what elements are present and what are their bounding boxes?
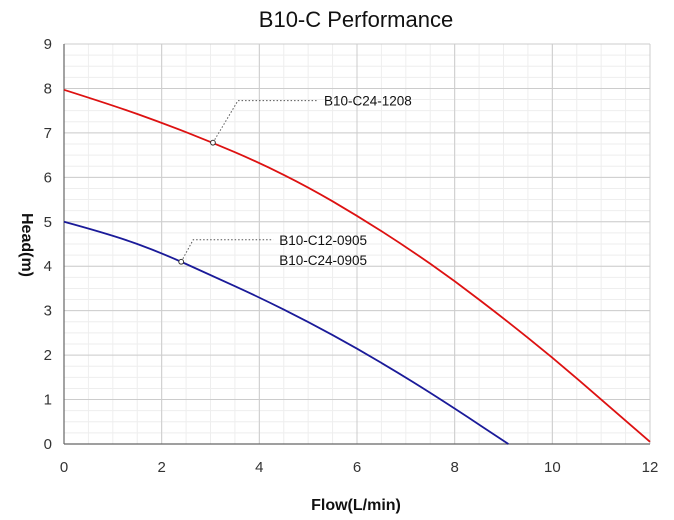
x-tick-label: 10 — [544, 459, 561, 476]
grid — [63, 43, 651, 445]
y-axis-title: Head(m) — [18, 213, 35, 277]
x-tick-label: 12 — [642, 459, 659, 476]
x-tick-label: 4 — [255, 459, 263, 476]
annotation-marker — [178, 258, 185, 265]
annotation-leader — [212, 100, 318, 143]
x-tick-label: 8 — [450, 459, 458, 476]
x-tick-label: 0 — [60, 459, 68, 476]
x-tick-label: 2 — [157, 459, 165, 476]
y-tick-label: 7 — [44, 125, 52, 142]
y-tick-label: 8 — [44, 80, 52, 97]
annotation-leader — [180, 239, 274, 263]
x-axis-title: Flow(L/min) — [311, 497, 401, 514]
annotation-label: B10-C24-0905 — [279, 253, 367, 268]
annotations: B10-C24-1208 B10-C12-0905 B10-C24-0905 — [178, 94, 412, 268]
y-tick-label: 4 — [44, 258, 52, 275]
axes — [63, 44, 650, 445]
series-line-2 — [63, 220, 509, 445]
series-layer — [63, 88, 651, 445]
annotation-marker — [210, 139, 216, 146]
annotation-label: B10-C24-1208 — [324, 94, 412, 109]
y-tick-label: 5 — [44, 214, 52, 231]
x-tick-label: 6 — [353, 459, 361, 476]
annotation-label: B10-C12-0905 — [279, 233, 367, 248]
y-tick-label: 3 — [44, 303, 52, 320]
series-line-1 — [63, 88, 651, 443]
y-tick-label: 9 — [44, 36, 52, 53]
y-tick-label: 1 — [44, 392, 52, 409]
y-tick-label: 0 — [44, 436, 52, 453]
y-tick-label: 2 — [44, 347, 52, 364]
chart-title: B10-C Performance — [259, 7, 453, 32]
y-tick-label: 6 — [44, 169, 52, 186]
